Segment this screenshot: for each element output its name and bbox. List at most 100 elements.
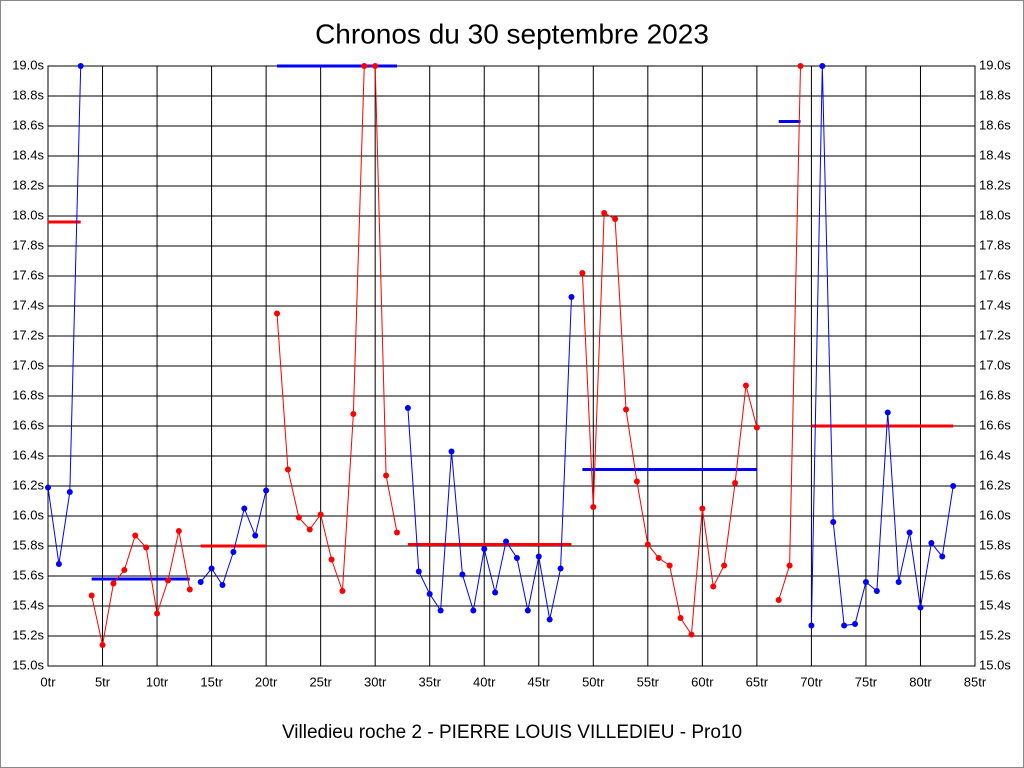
- point: [284, 466, 291, 473]
- y-tick-label: 15.6s: [12, 567, 44, 582]
- point: [503, 538, 510, 545]
- point: [873, 588, 880, 594]
- plot-border: [47, 65, 976, 667]
- y-tick-label-right: 16.8s: [979, 387, 1011, 402]
- point: [350, 411, 357, 417]
- y-tick-label-right: 19.0s: [979, 57, 1011, 72]
- x-tick-label: 75tr: [855, 674, 878, 689]
- point: [939, 553, 946, 560]
- x-tick-label: 15tr: [200, 674, 223, 689]
- y-tick-label: 16.6s: [12, 417, 44, 432]
- point: [393, 529, 400, 536]
- point: [852, 621, 859, 627]
- point: [186, 586, 193, 593]
- x-tick-label: 50tr: [582, 674, 605, 689]
- point: [154, 610, 161, 617]
- point: [568, 294, 575, 300]
- y-tick-label: 18.2s: [12, 177, 44, 192]
- y-tick-label: 17.2s: [12, 327, 44, 342]
- x-tick-label: 85tr: [964, 674, 987, 689]
- x-tick-label: 20tr: [255, 674, 278, 689]
- x-tick-label: 70tr: [800, 674, 823, 689]
- y-tick-label-right: 17.6s: [979, 267, 1011, 282]
- point: [55, 561, 62, 567]
- point: [459, 571, 466, 578]
- series-line: [407, 296, 572, 620]
- point: [841, 622, 848, 629]
- y-tick-label-right: 17.0s: [979, 357, 1011, 372]
- point: [688, 631, 695, 638]
- point: [633, 478, 640, 485]
- point: [383, 472, 390, 479]
- x-tick-label: 5tr: [95, 674, 111, 689]
- y-tick-label: 18.4s: [12, 147, 44, 162]
- point: [513, 555, 520, 561]
- y-tick-label: 18.8s: [12, 87, 44, 102]
- point: [797, 63, 804, 69]
- y-tick-label-right: 17.4s: [979, 297, 1011, 312]
- x-tick-label: 35tr: [419, 674, 442, 689]
- y-tick-label-right: 15.8s: [979, 537, 1011, 552]
- y-tick-label-right: 18.8s: [979, 87, 1011, 102]
- y-tick-label: 19.0s: [12, 57, 44, 72]
- point: [579, 270, 586, 276]
- x-tick-label: 60tr: [691, 674, 714, 689]
- point: [612, 216, 619, 222]
- point: [448, 448, 455, 455]
- x-tick-label: 55tr: [637, 674, 660, 689]
- point: [252, 532, 259, 539]
- point: [66, 489, 73, 495]
- chart-title: Chronos du 30 septembre 2023: [315, 18, 709, 49]
- x-axis-label: Villedieu roche 2 - PIERRE LOUIS VILLEDI…: [282, 722, 742, 743]
- y-tick-label: 15.4s: [12, 597, 44, 612]
- y-tick-label-right: 18.0s: [979, 207, 1011, 222]
- point: [644, 541, 651, 548]
- point: [492, 589, 499, 596]
- point: [175, 528, 182, 534]
- point: [557, 565, 564, 572]
- y-tick-label: 15.8s: [12, 537, 44, 552]
- point: [742, 382, 749, 389]
- point: [699, 505, 706, 512]
- point: [481, 546, 488, 552]
- y-tick-label: 16.8s: [12, 387, 44, 402]
- series-line: [810, 65, 954, 627]
- point: [590, 504, 597, 510]
- y-tick-label: 16.4s: [12, 447, 44, 462]
- point: [775, 597, 782, 603]
- point: [295, 514, 302, 521]
- point: [110, 580, 117, 587]
- point: [143, 544, 150, 551]
- x-tick-label: 65tr: [746, 674, 769, 689]
- point: [666, 562, 673, 569]
- series-line: [91, 530, 191, 646]
- point: [470, 607, 477, 614]
- point: [786, 562, 793, 569]
- point: [830, 519, 837, 525]
- y-tick-label: 17.0s: [12, 357, 44, 372]
- point: [415, 568, 422, 575]
- point: [732, 480, 739, 486]
- point: [88, 592, 95, 599]
- point: [655, 555, 662, 561]
- series-line: [276, 65, 398, 592]
- point: [132, 532, 139, 539]
- y-tick-label-right: 15.6s: [979, 567, 1011, 582]
- x-tick-label: 80tr: [909, 674, 932, 689]
- point: [274, 310, 281, 317]
- point: [306, 526, 313, 533]
- x-tick-label: 30tr: [364, 674, 387, 689]
- point: [710, 583, 717, 590]
- y-tick-label-right: 15.2s: [979, 627, 1011, 642]
- y-tick-label: 16.2s: [12, 477, 44, 492]
- y-tick-label: 15.0s: [12, 657, 44, 672]
- x-tick-label: 25tr: [309, 674, 332, 689]
- y-tick-label: 17.4s: [12, 297, 44, 312]
- y-tick-label-right: 17.2s: [979, 327, 1011, 342]
- y-tick-label-right: 15.0s: [979, 657, 1011, 672]
- point: [404, 405, 411, 411]
- x-tick-label: 40tr: [473, 674, 496, 689]
- y-tick-label: 18.6s: [12, 117, 44, 132]
- x-tick-label: 0tr: [40, 674, 56, 689]
